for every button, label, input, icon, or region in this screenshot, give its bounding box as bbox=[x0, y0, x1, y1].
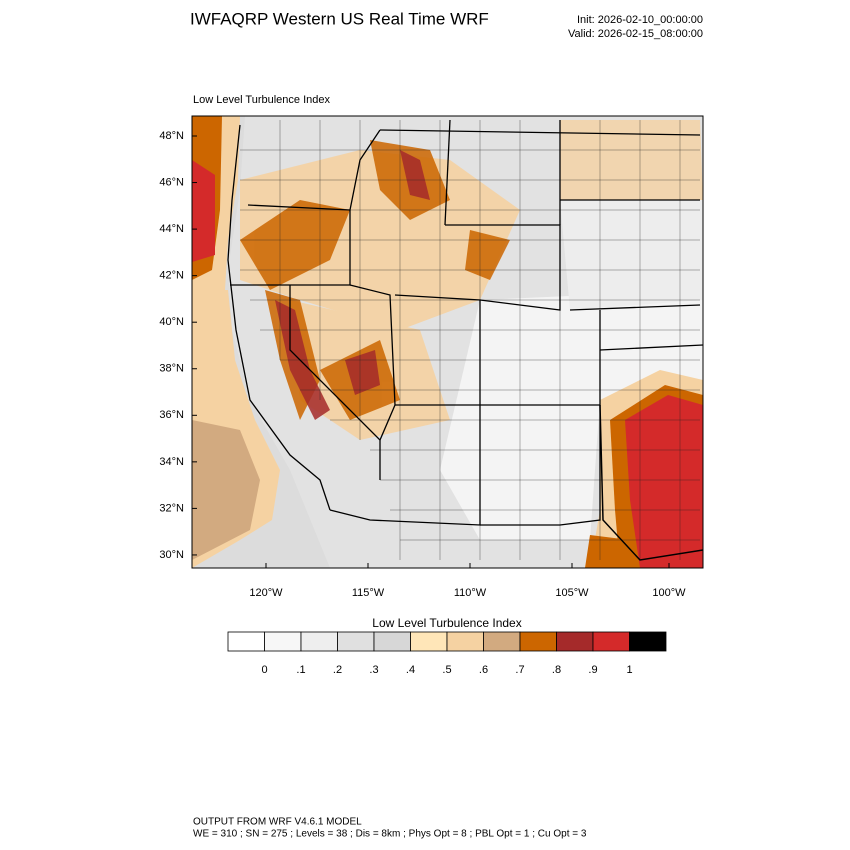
valid-time: Valid: 2026-02-15_08:00:00 bbox=[568, 28, 703, 40]
colorbar-box bbox=[519, 631, 557, 652]
lon-label: 105°W bbox=[555, 587, 589, 599]
lat-label: 44°N bbox=[159, 223, 184, 235]
colorbar-title: Low Level Turbulence Index bbox=[372, 616, 521, 630]
colorbar-box bbox=[556, 631, 594, 652]
colorbar-label: 1 bbox=[626, 664, 632, 676]
init-time: Init: 2026-02-10_00:00:00 bbox=[577, 14, 703, 26]
lon-label: 100°W bbox=[652, 587, 686, 599]
colorbar-box bbox=[300, 631, 338, 652]
lat-label: 32°N bbox=[159, 502, 184, 514]
lon-label: 120°W bbox=[249, 587, 283, 599]
colorbar-label: .8 bbox=[552, 664, 561, 676]
lat-label: 48°N bbox=[159, 130, 184, 142]
lat-label: 36°N bbox=[159, 409, 184, 421]
colorbar-label: .5 bbox=[442, 664, 451, 676]
title: IWFAQRP Western US Real Time WRF bbox=[190, 9, 489, 28]
colorbar-box bbox=[337, 631, 375, 652]
colorbar-box bbox=[629, 631, 667, 652]
lat-label: 38°N bbox=[159, 363, 184, 375]
colorbar-box bbox=[373, 631, 411, 652]
map bbox=[192, 116, 703, 568]
colorbar-box bbox=[592, 631, 630, 652]
lon-label: 115°W bbox=[352, 587, 385, 599]
lat-label: 30°N bbox=[159, 549, 184, 561]
lat-label: 34°N bbox=[159, 456, 184, 468]
colorbar-label: .1 bbox=[296, 664, 305, 676]
lon-label: 110°W bbox=[454, 587, 487, 599]
colorbar-box bbox=[410, 631, 448, 652]
colorbar-box bbox=[227, 631, 265, 652]
colorbar-label: .3 bbox=[369, 664, 378, 676]
colorbar-label: .2 bbox=[333, 664, 342, 676]
colorbar-label: 0 bbox=[261, 664, 267, 676]
colorbar-box bbox=[446, 631, 484, 652]
colorbar-label: .7 bbox=[515, 664, 524, 676]
footer-line: OUTPUT FROM WRF V4.6.1 MODEL bbox=[193, 817, 362, 828]
lat-label: 40°N bbox=[159, 316, 184, 328]
colorbar-box bbox=[264, 631, 302, 652]
footer-line: WE = 310 ; SN = 275 ; Levels = 38 ; Dis … bbox=[193, 829, 587, 840]
panel-title: Low Level Turbulence Index bbox=[193, 94, 330, 106]
colorbar-label: .9 bbox=[588, 664, 597, 676]
colorbar-box bbox=[483, 631, 521, 652]
colorbar-label: .6 bbox=[479, 664, 488, 676]
map-frame bbox=[191, 115, 704, 569]
lat-label: 42°N bbox=[159, 270, 184, 282]
colorbar-label: .4 bbox=[406, 664, 415, 676]
lat-label: 46°N bbox=[159, 176, 184, 188]
